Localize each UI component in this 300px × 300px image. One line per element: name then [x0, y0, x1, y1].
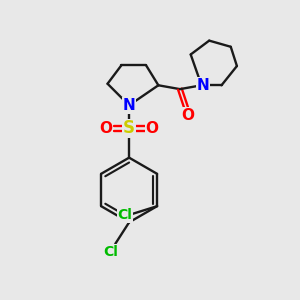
Text: Cl: Cl	[117, 208, 132, 222]
Text: N: N	[197, 78, 209, 93]
Text: S: S	[123, 119, 135, 137]
Text: N: N	[123, 98, 136, 113]
Text: O: O	[181, 108, 194, 123]
Text: O: O	[100, 121, 112, 136]
Text: Cl: Cl	[103, 244, 118, 259]
Text: O: O	[146, 121, 159, 136]
